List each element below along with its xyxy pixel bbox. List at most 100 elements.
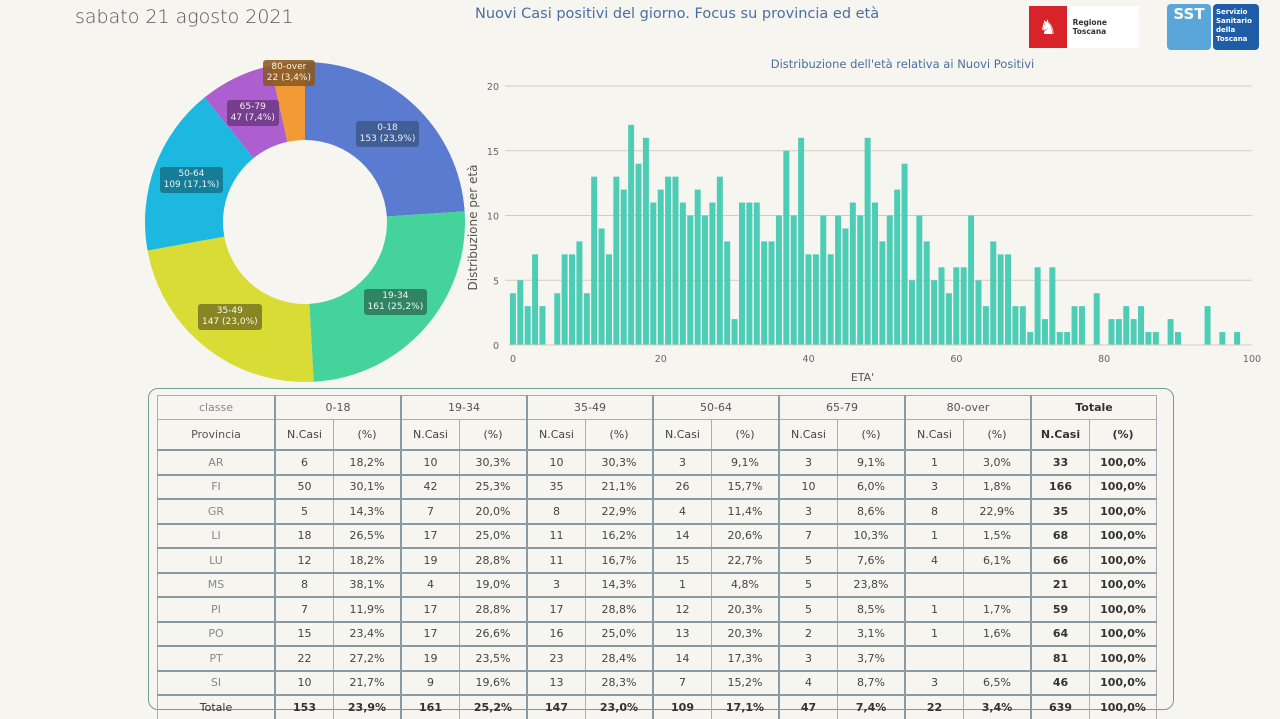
n-casi-cell: 3 xyxy=(778,449,838,476)
n-casi-cell xyxy=(904,645,964,672)
header-group: 35-49 xyxy=(526,395,654,420)
histogram-bar xyxy=(857,215,864,345)
donut-label-0-18: 0-18 153 (23,9%) xyxy=(355,120,420,147)
percent-cell: 20,3% xyxy=(711,621,780,647)
n-casi-cell: 11 xyxy=(526,547,586,574)
donut-label-19-34: 19-34 161 (25,2%) xyxy=(363,289,428,316)
percent-cell: 1,7% xyxy=(963,596,1032,623)
province-age-table: classe 0-18 19-34 35-49 50-64 65-79 80-over Tot… xyxy=(157,395,1157,719)
percent-cell: 25,0% xyxy=(459,523,528,549)
n-casi-cell: 14 xyxy=(652,523,712,549)
n-casi-cell: 17 xyxy=(400,523,460,549)
percent-cell: 1,8% xyxy=(963,474,1032,500)
n-casi-cell: 11 xyxy=(526,523,586,549)
histogram-bar xyxy=(1071,306,1078,345)
n-casi-cell: 33 xyxy=(1030,449,1090,476)
histogram-bar xyxy=(864,137,871,345)
province-cell: LI xyxy=(157,523,276,549)
percent-cell: 3,1% xyxy=(837,621,906,647)
n-casi-cell: 4 xyxy=(400,572,460,598)
header-classe: classe xyxy=(157,395,276,420)
y-tick-label: 5 xyxy=(493,276,499,287)
n-casi-cell: 5 xyxy=(778,572,838,598)
n-casi-cell: 7 xyxy=(274,596,334,623)
histogram-bar xyxy=(620,189,627,345)
histogram-bar xyxy=(628,124,635,345)
histogram-bar xyxy=(679,202,686,345)
percent-cell: 27,2% xyxy=(333,645,402,672)
donut-svg xyxy=(145,62,465,382)
header-group: 80-over xyxy=(904,395,1032,420)
percent-cell: 28,8% xyxy=(585,596,654,623)
histogram-bar xyxy=(1056,332,1063,345)
province-cell: MS xyxy=(157,572,276,598)
percent-cell: 100,0% xyxy=(1089,694,1157,719)
province-cell: LU xyxy=(157,547,276,574)
percent-cell: 100,0% xyxy=(1089,596,1157,623)
n-casi-cell: 10 xyxy=(778,474,838,500)
n-casi-cell: 1 xyxy=(904,596,964,623)
percent-cell: 100,0% xyxy=(1089,474,1157,500)
donut-label-65-79: 65-79 47 (7,4%) xyxy=(226,99,279,126)
percent-cell: 9,1% xyxy=(711,449,780,476)
percent-cell: 8,5% xyxy=(837,596,906,623)
table-header-row-classe: classe 0-18 19-34 35-49 50-64 65-79 80-over Tot… xyxy=(157,395,1157,420)
y-tick-label: 15 xyxy=(487,147,499,158)
percent-cell: 28,8% xyxy=(459,547,528,574)
histogram-bar xyxy=(1219,332,1226,345)
n-casi-cell: 1 xyxy=(904,449,964,476)
histogram-bar xyxy=(657,189,664,345)
histogram-bar xyxy=(1204,306,1211,345)
percent-cell: 28,8% xyxy=(459,596,528,623)
n-casi-cell: 21 xyxy=(1030,572,1090,598)
table-row: AR 6 18,2% 10 30,3% 10 30,3% 3 9,1% 3 9,1% 1 3,0% 33 1… xyxy=(157,449,1157,476)
n-casi-cell: 10 xyxy=(400,449,460,476)
histogram-bar xyxy=(746,202,753,345)
percent-cell: 25,3% xyxy=(459,474,528,500)
histogram-bar xyxy=(687,215,694,345)
percent-cell: 26,6% xyxy=(459,621,528,647)
n-casi-cell xyxy=(904,572,964,598)
histogram-bar xyxy=(1167,319,1174,345)
page-title: Nuovi Casi positivi del giorno. Focus su… xyxy=(475,6,880,22)
n-casi-cell: 153 xyxy=(274,694,334,719)
header-n-casi: N.Casi xyxy=(904,419,964,451)
histogram-bar xyxy=(672,176,679,345)
n-casi-cell: 1 xyxy=(652,572,712,598)
province-cell: GR xyxy=(157,498,276,525)
percent-cell: 17,1% xyxy=(711,694,780,719)
header-group: 65-79 xyxy=(778,395,906,420)
percent-cell xyxy=(963,572,1032,598)
histogram-bar xyxy=(1138,306,1145,345)
n-casi-cell: 35 xyxy=(526,474,586,500)
percent-cell: 23,8% xyxy=(837,572,906,598)
header-n-casi: N.Casi xyxy=(778,419,838,451)
x-tick-label: 80 xyxy=(1098,354,1110,365)
y-tick-label: 0 xyxy=(493,341,499,352)
histogram-bar xyxy=(716,176,723,345)
histogram-bar xyxy=(1093,293,1100,345)
histogram-bar xyxy=(583,293,590,345)
n-casi-cell: 639 xyxy=(1030,694,1090,719)
percent-cell: 23,9% xyxy=(333,694,402,719)
histogram-bar xyxy=(894,189,901,345)
histogram-bar xyxy=(886,215,893,345)
n-casi-cell: 35 xyxy=(1030,498,1090,525)
sst-mark: SST xyxy=(1167,4,1211,50)
histogram-bar xyxy=(509,293,516,345)
n-casi-cell: 166 xyxy=(1030,474,1090,500)
histogram-bar xyxy=(975,280,982,345)
n-casi-cell: 6 xyxy=(274,449,334,476)
histogram-bar xyxy=(775,215,782,345)
n-casi-cell: 3 xyxy=(778,645,838,672)
n-casi-cell: 161 xyxy=(400,694,460,719)
header-n-casi: N.Casi xyxy=(526,419,586,451)
percent-cell: 22,9% xyxy=(585,498,654,525)
histogram-bar xyxy=(842,228,849,345)
n-casi-cell: 59 xyxy=(1030,596,1090,623)
percent-cell: 25,0% xyxy=(585,621,654,647)
histogram-bar xyxy=(635,163,642,345)
histogram-bar xyxy=(835,215,842,345)
histogram-bar xyxy=(790,215,797,345)
n-casi-cell: 4 xyxy=(778,670,838,696)
